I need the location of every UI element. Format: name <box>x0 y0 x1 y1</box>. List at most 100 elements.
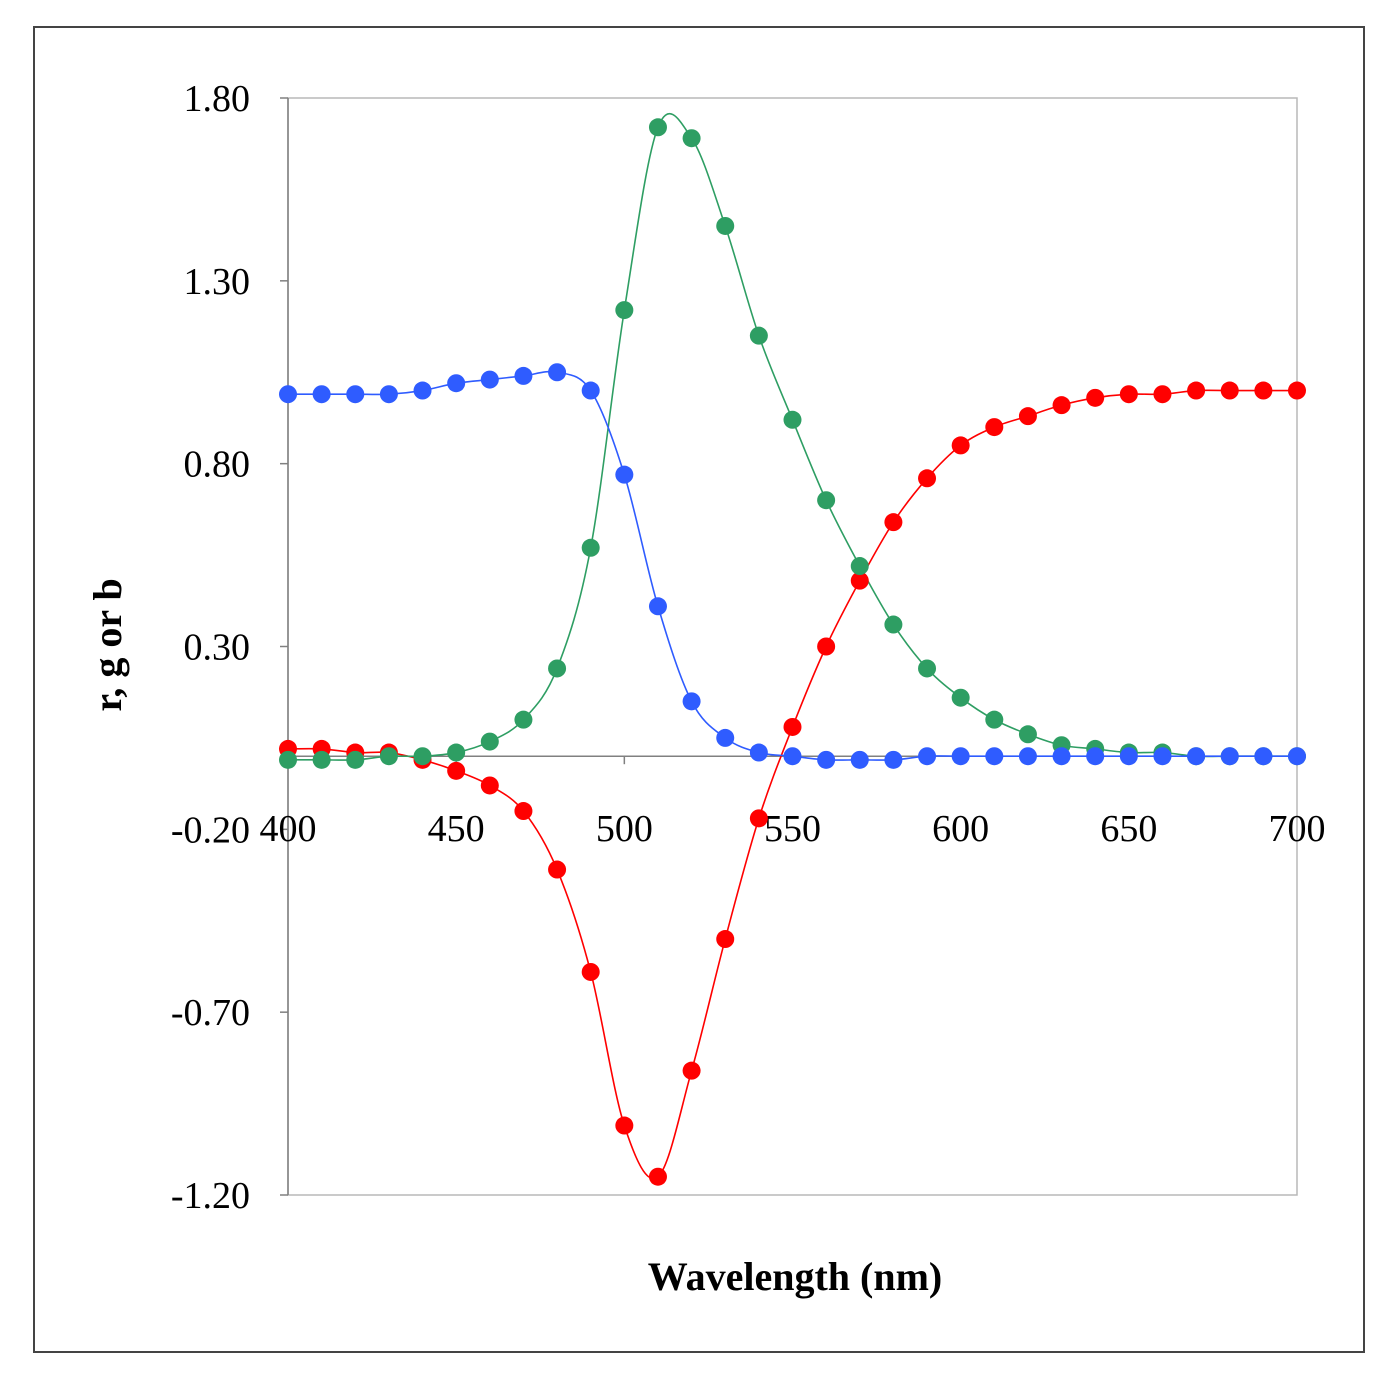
data-point <box>1018 725 1037 744</box>
data-point <box>514 366 533 385</box>
data-point <box>951 436 970 455</box>
data-point <box>1086 388 1105 407</box>
data-point <box>1254 747 1273 766</box>
plot-border <box>287 97 1298 1196</box>
data-point <box>850 571 869 590</box>
y-tick-label: 0.30 <box>184 627 251 669</box>
data-point <box>379 747 398 766</box>
data-point <box>985 418 1004 437</box>
data-point <box>716 216 735 235</box>
data-point <box>447 374 466 393</box>
x-tick-label: 650 <box>1100 808 1157 850</box>
y-axis-title: r, g or b <box>85 578 130 711</box>
data-point <box>783 410 802 429</box>
y-tick-label: -0.70 <box>171 992 250 1034</box>
data-point <box>480 776 499 795</box>
data-point <box>279 750 297 769</box>
data-point <box>1220 747 1239 766</box>
data-point <box>1153 747 1172 766</box>
data-point <box>716 930 735 949</box>
data-point <box>985 747 1004 766</box>
data-point <box>1187 747 1206 766</box>
data-point <box>514 802 533 821</box>
data-point <box>1018 407 1037 426</box>
data-point <box>951 747 970 766</box>
data-point <box>1052 396 1071 415</box>
series-lines <box>287 112 1297 1180</box>
data-point <box>749 743 768 762</box>
x-axis-ticks: 400 450 500 550 600 650 700 <box>260 756 1326 850</box>
series-line-0 <box>287 389 1297 1180</box>
data-point <box>682 692 701 711</box>
x-axis-title: Wavelength (nm) <box>648 1254 942 1299</box>
x-tick-label: 550 <box>764 808 821 850</box>
data-point <box>817 491 836 510</box>
data-point <box>884 513 903 532</box>
data-point <box>581 381 600 400</box>
data-point <box>480 370 499 389</box>
data-point <box>346 385 365 404</box>
data-point <box>951 688 970 707</box>
data-point <box>648 597 667 616</box>
data-point <box>648 118 667 137</box>
data-point <box>918 747 937 766</box>
data-point <box>682 1061 701 1080</box>
data-point <box>447 743 466 762</box>
data-point <box>413 747 432 766</box>
x-tick-label: 700 <box>1269 808 1326 850</box>
chart-frame <box>33 26 1365 1353</box>
data-point <box>1187 381 1206 400</box>
data-point <box>817 750 836 769</box>
data-point <box>1288 747 1306 766</box>
y-tick-label: -1.20 <box>171 1175 250 1217</box>
x-tick-label: 600 <box>932 808 989 850</box>
data-point <box>312 750 331 769</box>
data-point <box>312 385 331 404</box>
data-point <box>1018 747 1037 766</box>
data-point <box>480 732 499 751</box>
data-point <box>648 1167 667 1186</box>
data-point <box>884 750 903 769</box>
data-point <box>581 962 600 981</box>
data-point <box>783 747 802 766</box>
x-tick-label: 400 <box>260 808 317 850</box>
data-point <box>514 710 533 729</box>
data-point <box>615 301 634 320</box>
data-point <box>447 761 466 780</box>
data-point <box>1254 381 1273 400</box>
data-point <box>749 326 768 345</box>
series-points <box>279 118 1306 1186</box>
x-tick-label: 500 <box>596 808 653 850</box>
series-line-1 <box>288 112 1297 761</box>
y-tick-label: -0.20 <box>171 809 250 851</box>
y-tick-label: 1.80 <box>184 78 251 120</box>
data-point <box>850 557 869 576</box>
data-point <box>548 363 567 382</box>
data-point <box>379 385 398 404</box>
data-point <box>548 659 567 678</box>
data-point <box>716 728 735 747</box>
data-point <box>615 465 634 484</box>
series-line-2 <box>288 370 1297 761</box>
data-point <box>581 538 600 557</box>
data-point <box>682 129 701 148</box>
data-point <box>1052 747 1071 766</box>
data-point <box>918 469 937 488</box>
data-point <box>615 1116 634 1135</box>
axes <box>287 98 1297 1195</box>
data-point <box>1288 381 1306 400</box>
data-point <box>1119 747 1138 766</box>
data-point <box>817 637 836 656</box>
plot-area <box>287 97 1298 1196</box>
data-point <box>1119 385 1138 404</box>
y-tick-label: 0.80 <box>184 444 251 486</box>
data-point <box>1220 381 1239 400</box>
data-point <box>783 717 802 736</box>
data-point <box>884 615 903 634</box>
y-tick-label: 1.30 <box>184 261 251 303</box>
data-point <box>413 381 432 400</box>
data-point <box>1153 385 1172 404</box>
data-point <box>985 710 1004 729</box>
data-point <box>749 809 768 828</box>
